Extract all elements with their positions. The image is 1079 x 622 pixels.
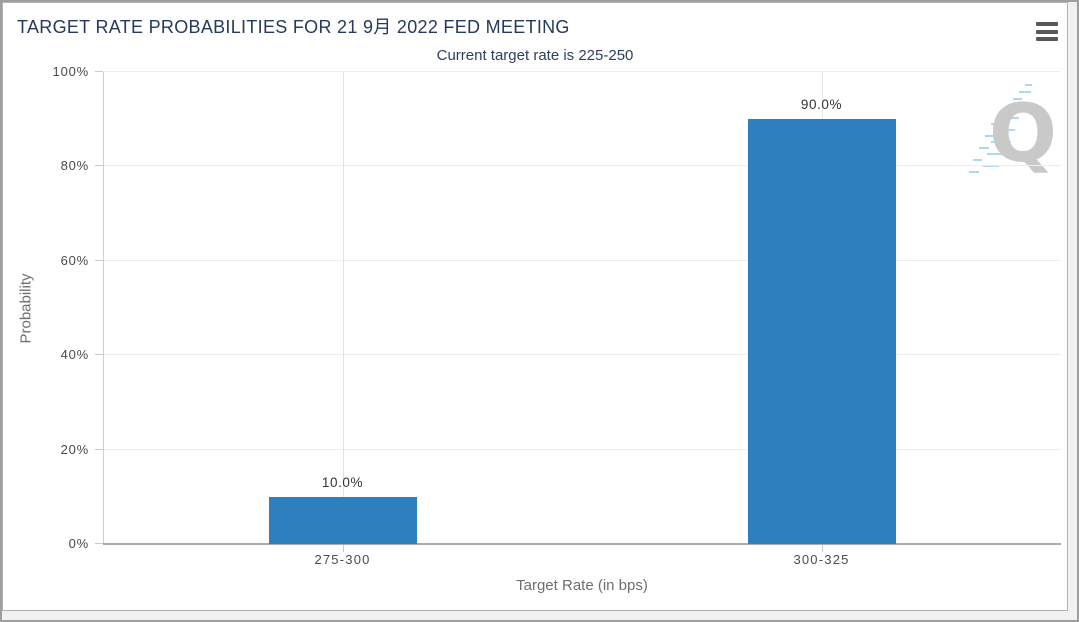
menu-bar [1036,29,1058,34]
bar-value-label: 10.0% [321,474,364,490]
y-tick-label: 40% [60,347,89,363]
vertical-gridline [342,72,344,544]
horizontal-gridline [104,354,1061,356]
x-tick-mark [821,545,823,552]
chart-panel: TARGET RATE PROBABILITIES FOR 21 9月 2022… [2,2,1068,611]
menu-bar [1036,37,1058,41]
x-tick-mark [342,545,344,552]
chart-title: TARGET RATE PROBABILITIES FOR 21 9月 2022… [17,17,570,37]
horizontal-gridline [104,448,1061,450]
bar-275-300[interactable] [268,496,417,544]
horizontal-gridline [104,71,1061,72]
y-tick-mark [95,259,103,261]
horizontal-gridline [104,165,1061,167]
y-tick-mark [95,71,103,72]
horizontal-gridline [104,259,1061,261]
y-tick-label: 0% [68,536,89,551]
menu-bar [1036,22,1058,26]
x-axis-title: Target Rate (in bps) [516,577,648,594]
chart-subtitle: Current target rate is 225-250 [436,47,634,64]
y-tick-label: 20% [60,441,89,457]
y-tick-label: 60% [60,252,89,268]
bar-value-label: 90.0% [800,97,843,113]
y-tick-mark [95,543,103,544]
plot-area: 10.0% 90.0% [95,71,1061,552]
x-axis: 275-300 300-325 [103,552,1061,572]
y-tick-label: 80% [60,158,89,174]
y-axis: 0% 20% 40% 60% 80% 100% [3,64,89,551]
hamburger-menu-icon[interactable] [1036,22,1058,41]
y-tick-mark [95,165,103,167]
y-tick-mark [95,354,103,356]
y-axis-line [103,72,104,544]
bar-300-325[interactable] [747,119,896,544]
y-tick-label: 100% [52,64,89,79]
y-tick-mark [95,448,103,450]
x-tick-label: 300-325 [793,552,850,567]
x-axis-line [103,543,1061,545]
x-tick-label: 275-300 [314,552,371,567]
